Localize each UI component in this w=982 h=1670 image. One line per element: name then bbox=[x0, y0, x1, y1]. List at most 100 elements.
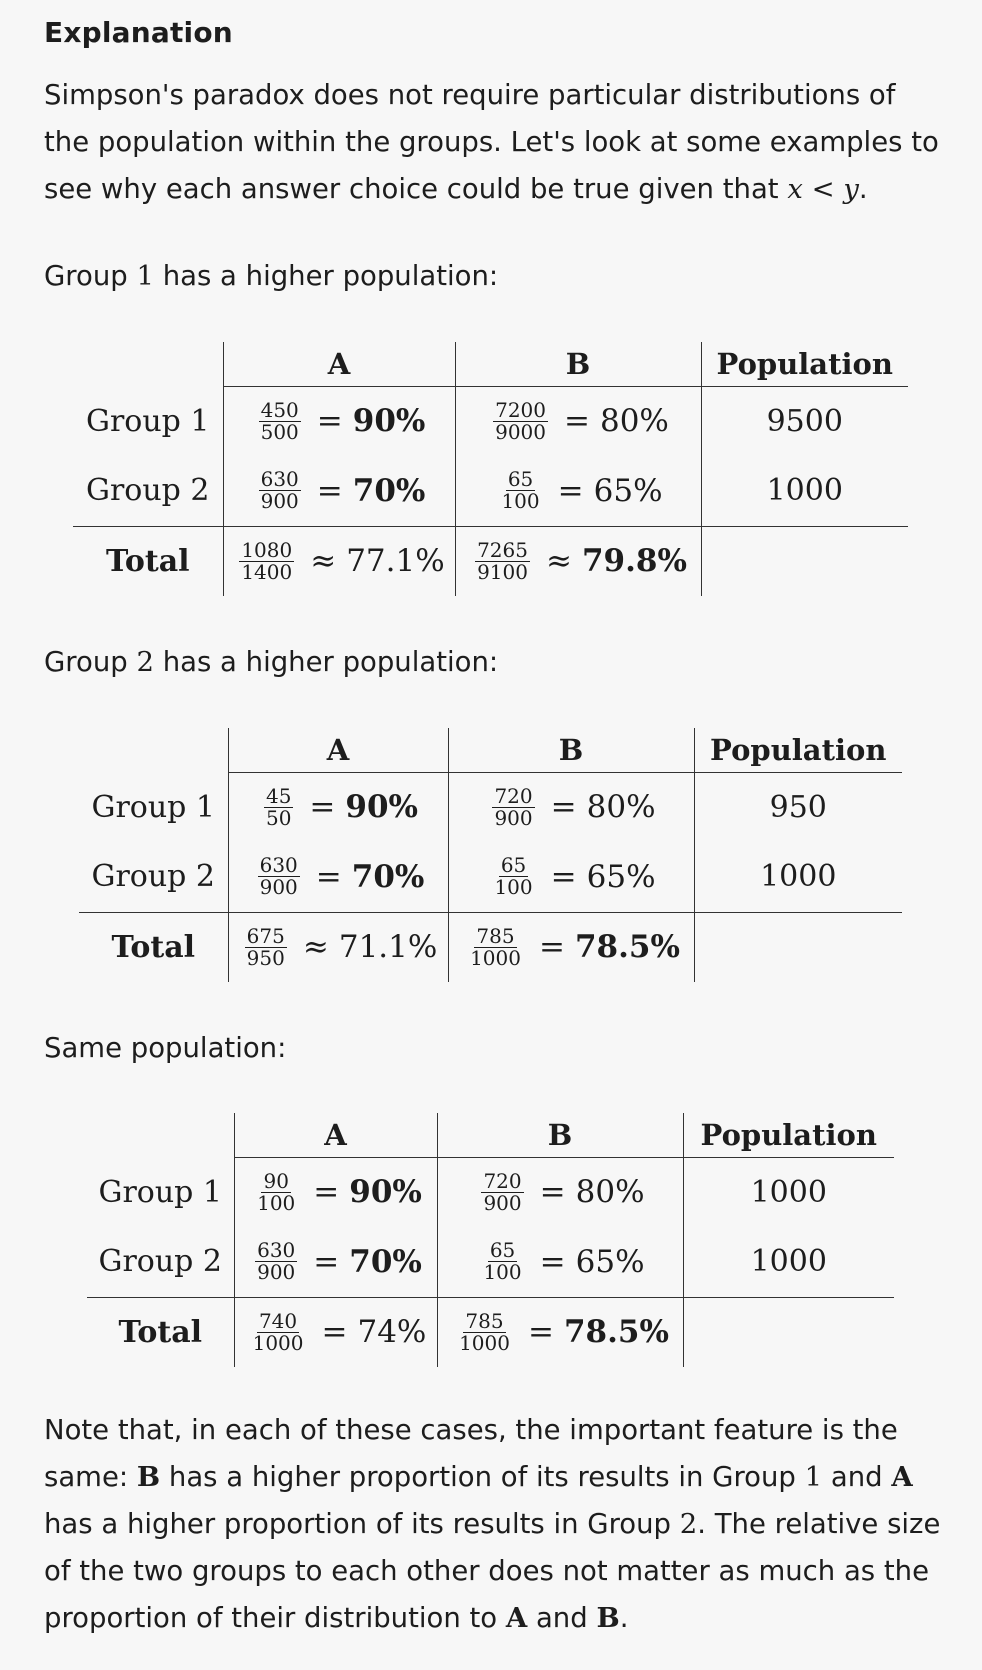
a-ratio: 740 1000 = 74% bbox=[245, 1310, 427, 1355]
denominator: 50 bbox=[265, 805, 292, 830]
column-header-b: B bbox=[436, 1113, 683, 1158]
total-cell-a: 1080 1400 ≈77.1% bbox=[222, 525, 455, 596]
a-ratio: 450 500 = 90% bbox=[253, 397, 426, 444]
relation-symbol: = bbox=[557, 472, 584, 509]
population-value: 1000 bbox=[682, 1227, 894, 1297]
numerator: 630 bbox=[258, 467, 301, 492]
math-B: B bbox=[596, 1602, 620, 1634]
cell-b: 7200 9000 = 80% bbox=[454, 386, 701, 456]
table-same-population: A B Population Group 1 90 100 = 90% 720 900 = 80% 10… bbox=[87, 1113, 894, 1367]
fraction: 65 100 bbox=[492, 855, 534, 898]
explanation-heading: Explanation bbox=[44, 16, 233, 49]
total-population-empty bbox=[700, 525, 908, 596]
table-row: Group 2 630 900 = 70% 65 100 = 65% 1000 bbox=[87, 1227, 894, 1297]
cell-b: 65 100 = 65% bbox=[436, 1227, 683, 1297]
conclusion-text: Note that, in each of these cases, the i… bbox=[44, 1414, 898, 1493]
cell-a: 450 500 = 90% bbox=[222, 386, 455, 456]
total-row: Total 740 1000 = 74% 785 1000 = 78.5% bbox=[87, 1296, 894, 1367]
cell-b: 65 100 = 65% bbox=[447, 842, 694, 912]
numerator: 630 bbox=[255, 1238, 298, 1263]
a-ratio: 90 100 = 90% bbox=[249, 1168, 422, 1215]
denominator: 100 bbox=[257, 1190, 296, 1215]
cell-b: 720 900 = 80% bbox=[447, 772, 694, 842]
section-label-text: Group bbox=[44, 260, 137, 292]
conclusion-text: . bbox=[619, 1602, 629, 1634]
fraction: 65 100 bbox=[481, 1240, 523, 1283]
relation-symbol: = bbox=[539, 1243, 566, 1280]
denominator: 1000 bbox=[252, 1330, 304, 1355]
fraction: 630 900 bbox=[257, 855, 300, 898]
population-value: 1000 bbox=[693, 842, 902, 912]
percent-value: 65% bbox=[593, 472, 663, 509]
fraction: 740 1000 bbox=[251, 1310, 306, 1355]
cell-a: 630 900 = 70% bbox=[233, 1227, 437, 1297]
section-label-rest: has a higher population: bbox=[153, 260, 499, 292]
numerator: 720 bbox=[481, 1168, 524, 1193]
section-label-text: Group bbox=[44, 646, 137, 678]
b-ratio: 7265 9100 ≈79.8% bbox=[469, 537, 687, 583]
fraction: 65 100 bbox=[499, 469, 541, 512]
math-x: x bbox=[787, 173, 803, 205]
header-row: A B Population bbox=[87, 1113, 894, 1158]
fraction: 45 50 bbox=[263, 785, 294, 830]
numerator: 450 bbox=[258, 397, 301, 422]
fraction: 720 900 bbox=[481, 1168, 524, 1214]
percent-value: 70% bbox=[349, 1243, 422, 1280]
population-value: 9500 bbox=[700, 386, 908, 456]
cell-b: 65 100 = 65% bbox=[454, 456, 701, 526]
relation-symbol: = bbox=[539, 1174, 566, 1211]
numerator: 785 bbox=[463, 1308, 506, 1333]
fraction: 7200 9000 bbox=[493, 399, 548, 443]
a-ratio: 1080 1400 ≈77.1% bbox=[233, 539, 445, 583]
relation-symbol: = bbox=[527, 1314, 554, 1351]
fraction: 630 900 bbox=[258, 467, 301, 512]
numerator: 7265 bbox=[475, 537, 530, 562]
total-population-empty bbox=[693, 911, 902, 982]
b-ratio: 720 900 = 80% bbox=[486, 785, 656, 829]
fraction: 7265 9100 bbox=[475, 537, 530, 583]
denominator: 1000 bbox=[470, 945, 521, 970]
relation-symbol: = bbox=[316, 403, 343, 440]
total-row: Total 675 950 ≈71.1% 785 1000 = 78.5% bbox=[79, 911, 902, 982]
total-cell-b: 785 1000 = 78.5% bbox=[436, 1296, 683, 1367]
percent-value: 74% bbox=[357, 1314, 427, 1351]
total-label: Total bbox=[73, 525, 223, 596]
percent-value: 78.5% bbox=[574, 929, 680, 966]
conclusion-text: has a higher proportion of its results i… bbox=[160, 1461, 805, 1493]
cell-a: 630 900 = 70% bbox=[227, 842, 448, 912]
total-cell-a: 740 1000 = 74% bbox=[233, 1296, 437, 1367]
percent-value: 80% bbox=[586, 789, 656, 826]
percent-value: 80% bbox=[599, 403, 669, 440]
table-row: Group 2 630 900 = 70% 65 100 = 65% 1000 bbox=[73, 456, 908, 526]
numerator: 675 bbox=[244, 923, 287, 948]
cell-b: 720 900 = 80% bbox=[436, 1157, 683, 1227]
b-ratio: 65 100 = 65% bbox=[475, 1240, 644, 1283]
b-ratio: 65 100 = 65% bbox=[486, 855, 655, 898]
relation-symbol: = bbox=[316, 472, 343, 509]
column-header-b: B bbox=[454, 342, 701, 387]
intro-tail: . bbox=[858, 173, 868, 205]
percent-value: 90% bbox=[345, 789, 419, 826]
math-1: 1 bbox=[804, 1461, 823, 1493]
table-row: Group 2 630 900 = 70% 65 100 = 65% 1000 bbox=[79, 842, 902, 912]
fraction: 675 950 bbox=[244, 923, 287, 969]
math-y: y bbox=[843, 173, 859, 205]
percent-value: 80% bbox=[575, 1174, 645, 1211]
percent-value: 90% bbox=[352, 403, 426, 440]
relation-symbol: = bbox=[550, 789, 577, 826]
denominator: 500 bbox=[260, 419, 299, 444]
percent-value: 71.1% bbox=[338, 929, 438, 966]
section-1-label: Group 1 has a higher population: bbox=[44, 253, 944, 300]
fraction: 90 100 bbox=[255, 1168, 297, 1215]
denominator: 100 bbox=[483, 1260, 522, 1285]
fraction: 785 1000 bbox=[468, 925, 523, 970]
numerator: 65 bbox=[487, 1238, 518, 1263]
corner-cell bbox=[79, 728, 228, 772]
numerator: 90 bbox=[261, 1168, 291, 1193]
table-group2-higher: A B Population Group 1 45 50 = 90% 720 900 = 80% 950… bbox=[79, 728, 902, 982]
row-label: Group 2 bbox=[85, 473, 210, 509]
population-value: 1000 bbox=[700, 456, 908, 526]
column-header-b: B bbox=[447, 728, 694, 773]
relation-symbol: = bbox=[550, 858, 577, 895]
relation-symbol: = bbox=[313, 1174, 340, 1211]
